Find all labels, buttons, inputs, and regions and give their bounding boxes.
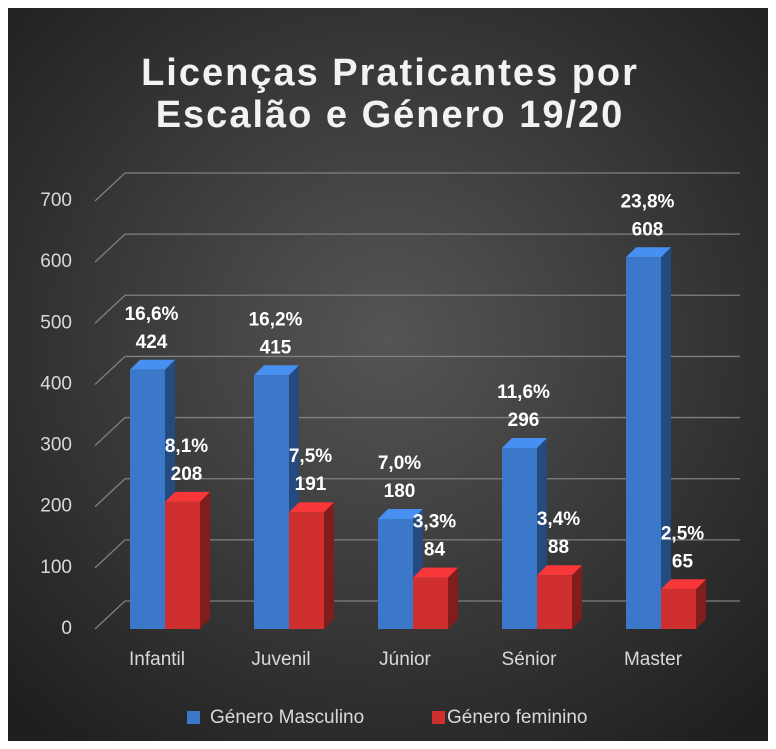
- bar-front: [537, 575, 572, 629]
- bar: [537, 565, 582, 629]
- bar-side: [324, 502, 334, 629]
- data-label: 296: [508, 410, 540, 431]
- bar-front: [413, 577, 448, 629]
- bar-side: [200, 491, 210, 629]
- data-label: 88: [548, 537, 569, 558]
- grid-line: [94, 416, 740, 447]
- bar: [626, 247, 671, 629]
- bar-top: [254, 365, 299, 376]
- bar-front: [378, 518, 413, 629]
- data-label: 608: [632, 219, 664, 240]
- y-tick-label: 500: [40, 312, 72, 333]
- chart-title: Escalão e Género 19/20: [156, 94, 625, 136]
- y-tick-label: 200: [40, 496, 72, 517]
- y-tick-label: 100: [40, 557, 72, 578]
- y-tick-label: 600: [40, 251, 72, 272]
- data-label: 191: [295, 474, 327, 495]
- share-label: 7,0%: [378, 453, 421, 474]
- bar-top: [537, 565, 582, 576]
- bar-top: [378, 508, 423, 519]
- data-label: 65: [672, 551, 694, 572]
- data-label: 424: [136, 332, 168, 353]
- share-label: 16,2%: [249, 309, 303, 330]
- bar-front: [661, 589, 696, 629]
- bar-side: [572, 565, 582, 629]
- bar-front: [165, 501, 200, 629]
- data-label: 415: [260, 337, 292, 358]
- bar-side: [661, 247, 671, 629]
- bar-front: [289, 512, 324, 629]
- share-label: 16,6%: [125, 304, 179, 325]
- legend-label: Género feminino: [447, 707, 587, 728]
- share-label: 3,3%: [413, 512, 456, 533]
- grid-line: [94, 172, 740, 202]
- data-label: 84: [424, 540, 446, 561]
- x-tick-label: Master: [624, 649, 683, 670]
- share-label: 7,5%: [289, 446, 332, 467]
- bar: [661, 579, 706, 629]
- bar-top: [130, 359, 175, 370]
- legend-swatch: [187, 711, 200, 724]
- grid-line: [94, 355, 740, 385]
- share-label: 8,1%: [165, 436, 208, 457]
- bar-top: [661, 579, 706, 590]
- bar-top: [413, 567, 458, 578]
- share-label: 2,5%: [661, 523, 704, 544]
- bar-front: [626, 257, 661, 629]
- share-label: 11,6%: [497, 382, 550, 403]
- legend-swatch: [432, 711, 445, 724]
- grid-line: [94, 294, 740, 324]
- bar: [289, 502, 334, 629]
- data-label: 208: [171, 464, 203, 485]
- x-tick-label: Juvenil: [251, 649, 310, 670]
- bar: [165, 491, 210, 629]
- x-tick-label: Sénior: [502, 649, 558, 670]
- data-label: 180: [384, 481, 416, 502]
- bar-front: [502, 448, 537, 629]
- y-tick-label: 700: [40, 190, 72, 211]
- bar-front: [130, 369, 165, 629]
- bar: [413, 567, 458, 629]
- x-tick-label: Júnior: [379, 649, 431, 670]
- bar-top: [165, 491, 210, 502]
- bar-top: [502, 438, 547, 449]
- legend-label: Género Masculino: [210, 707, 364, 728]
- bar-side: [696, 579, 706, 629]
- y-tick-label: 400: [40, 373, 72, 394]
- share-label: 23,8%: [621, 191, 675, 212]
- bar-front: [254, 375, 289, 629]
- bar: [378, 508, 423, 629]
- grid-line: [94, 233, 740, 263]
- chart-title: Licenças Praticantes por: [141, 52, 639, 94]
- y-tick-label: 300: [40, 435, 72, 456]
- bar-side: [448, 567, 458, 629]
- bar-top: [626, 247, 671, 258]
- y-tick-label: 0: [61, 618, 72, 639]
- share-label: 3,4%: [537, 509, 580, 530]
- bar-top: [289, 502, 334, 513]
- x-tick-label: Infantil: [129, 649, 185, 670]
